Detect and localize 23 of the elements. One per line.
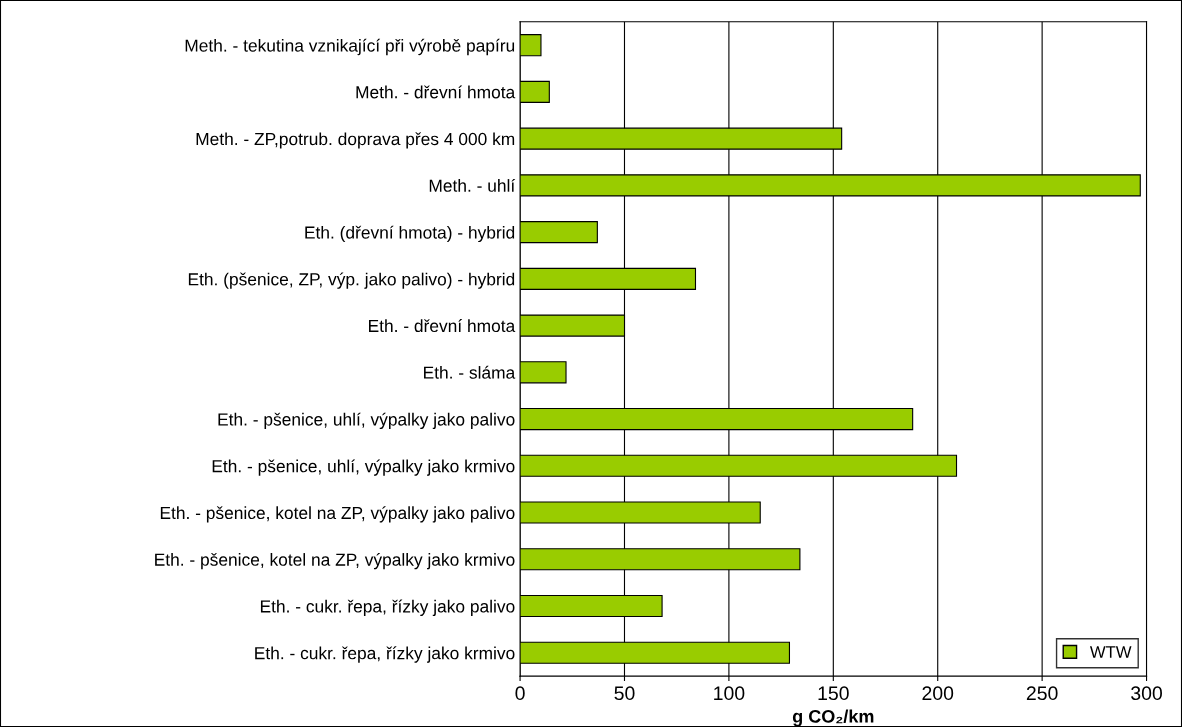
y-tick-label: Eth. (pšenice, ZP, výp. jako palivo) - hybrid [188,272,515,289]
x-axis-title: g CO₂/km [792,709,874,727]
y-tick-label: Eth. - pšenice, uhlí, výpalky jako krmivo [212,459,515,476]
y-tick-label: Meth. - dřevní hmota [356,85,516,99]
y-tick-label: Meth. - ZP,potrub. doprava přes 4 000 km [196,132,515,149]
y-tick-label: Eth. - cukr. řepa, řízky jako krmivo [255,646,515,663]
x-tick-label: 50 [614,686,635,701]
x-tick-label: 150 [818,686,849,701]
x-tick-label: 250 [1026,686,1058,701]
y-tick-label: Eth. - sláma [424,365,516,379]
y-tick-label: Eth. - pšenice, uhlí, výpalky jako palivo [218,412,515,430]
x-tick-label: 0 [515,686,525,701]
x-tick-label: 300 [1131,686,1162,701]
y-tick-label: Meth. - uhlí [429,178,516,192]
y-tick-label: Eth. (dřevní hmota) - hybrid [305,225,515,243]
legend-label: WTW [1089,646,1132,658]
x-tick-label: 100 [714,686,745,701]
y-tick-label: Meth. - tekutina vznikající při výrobě papíru [185,38,515,56]
y-tick-label: Eth. - pšenice, kotel na ZP, výpalky jako palivo [160,506,515,523]
y-tick-label: Eth. - pšenice, kotel na ZP, výpalky jako krmivo [155,552,515,570]
x-tick-label: 200 [922,686,954,701]
y-tick-label: Eth. - cukr. řepa, řízky jako palivo [260,599,515,616]
y-tick-label: Eth. - dřevní hmota [369,319,516,333]
